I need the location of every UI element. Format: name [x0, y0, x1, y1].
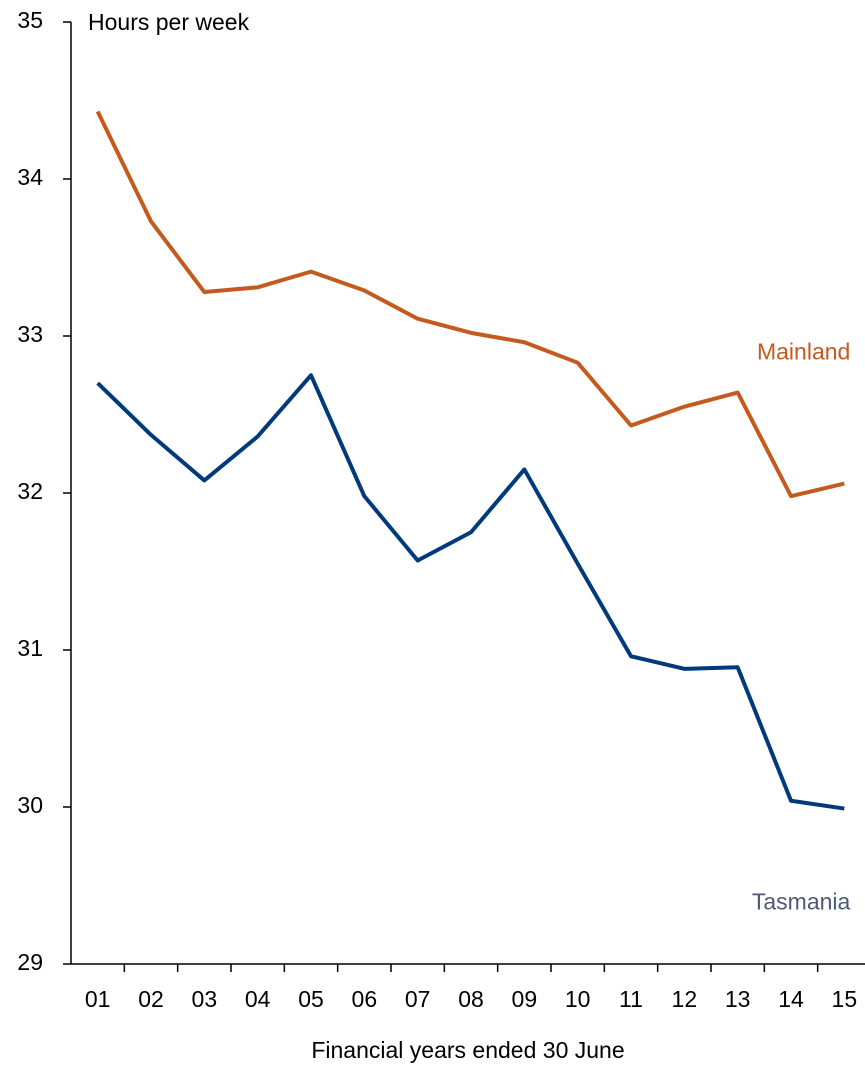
x-tick-label: 14 [778, 986, 804, 1012]
x-tick-label: 01 [85, 986, 111, 1012]
x-axis-label: Financial years ended 30 June [311, 1037, 624, 1063]
x-tick-label: 10 [565, 986, 591, 1012]
x-tick-label: 05 [298, 986, 324, 1012]
y-tick-label: 34 [17, 164, 43, 190]
x-tick-label: 07 [405, 986, 431, 1012]
x-tick-label: 11 [619, 986, 643, 1012]
y-tick-label: 33 [17, 321, 43, 347]
x-tick-label: 02 [138, 986, 164, 1012]
x-tick-label: 09 [512, 986, 538, 1012]
y-tick-label: 30 [17, 792, 43, 818]
series-line [95, 110, 845, 499]
x-tick-label: 15 [832, 986, 858, 1012]
y-tick-label: 31 [17, 635, 43, 661]
x-tick-label: 06 [352, 986, 378, 1012]
y-tick-label: 35 [17, 7, 43, 33]
x-tick-label: 08 [458, 986, 484, 1012]
series-line [96, 373, 845, 811]
x-tick-label: 13 [725, 986, 751, 1012]
x-tick-label: 04 [245, 986, 271, 1012]
y-tick-label: 29 [17, 949, 43, 975]
y-tick-label: 32 [17, 478, 43, 504]
x-tick-label: 12 [672, 986, 698, 1012]
series-label: Tasmania [752, 889, 851, 915]
series-label: Mainland [757, 339, 850, 365]
y-axis-label: Hours per week [88, 9, 250, 35]
x-tick-label: 03 [192, 986, 218, 1012]
